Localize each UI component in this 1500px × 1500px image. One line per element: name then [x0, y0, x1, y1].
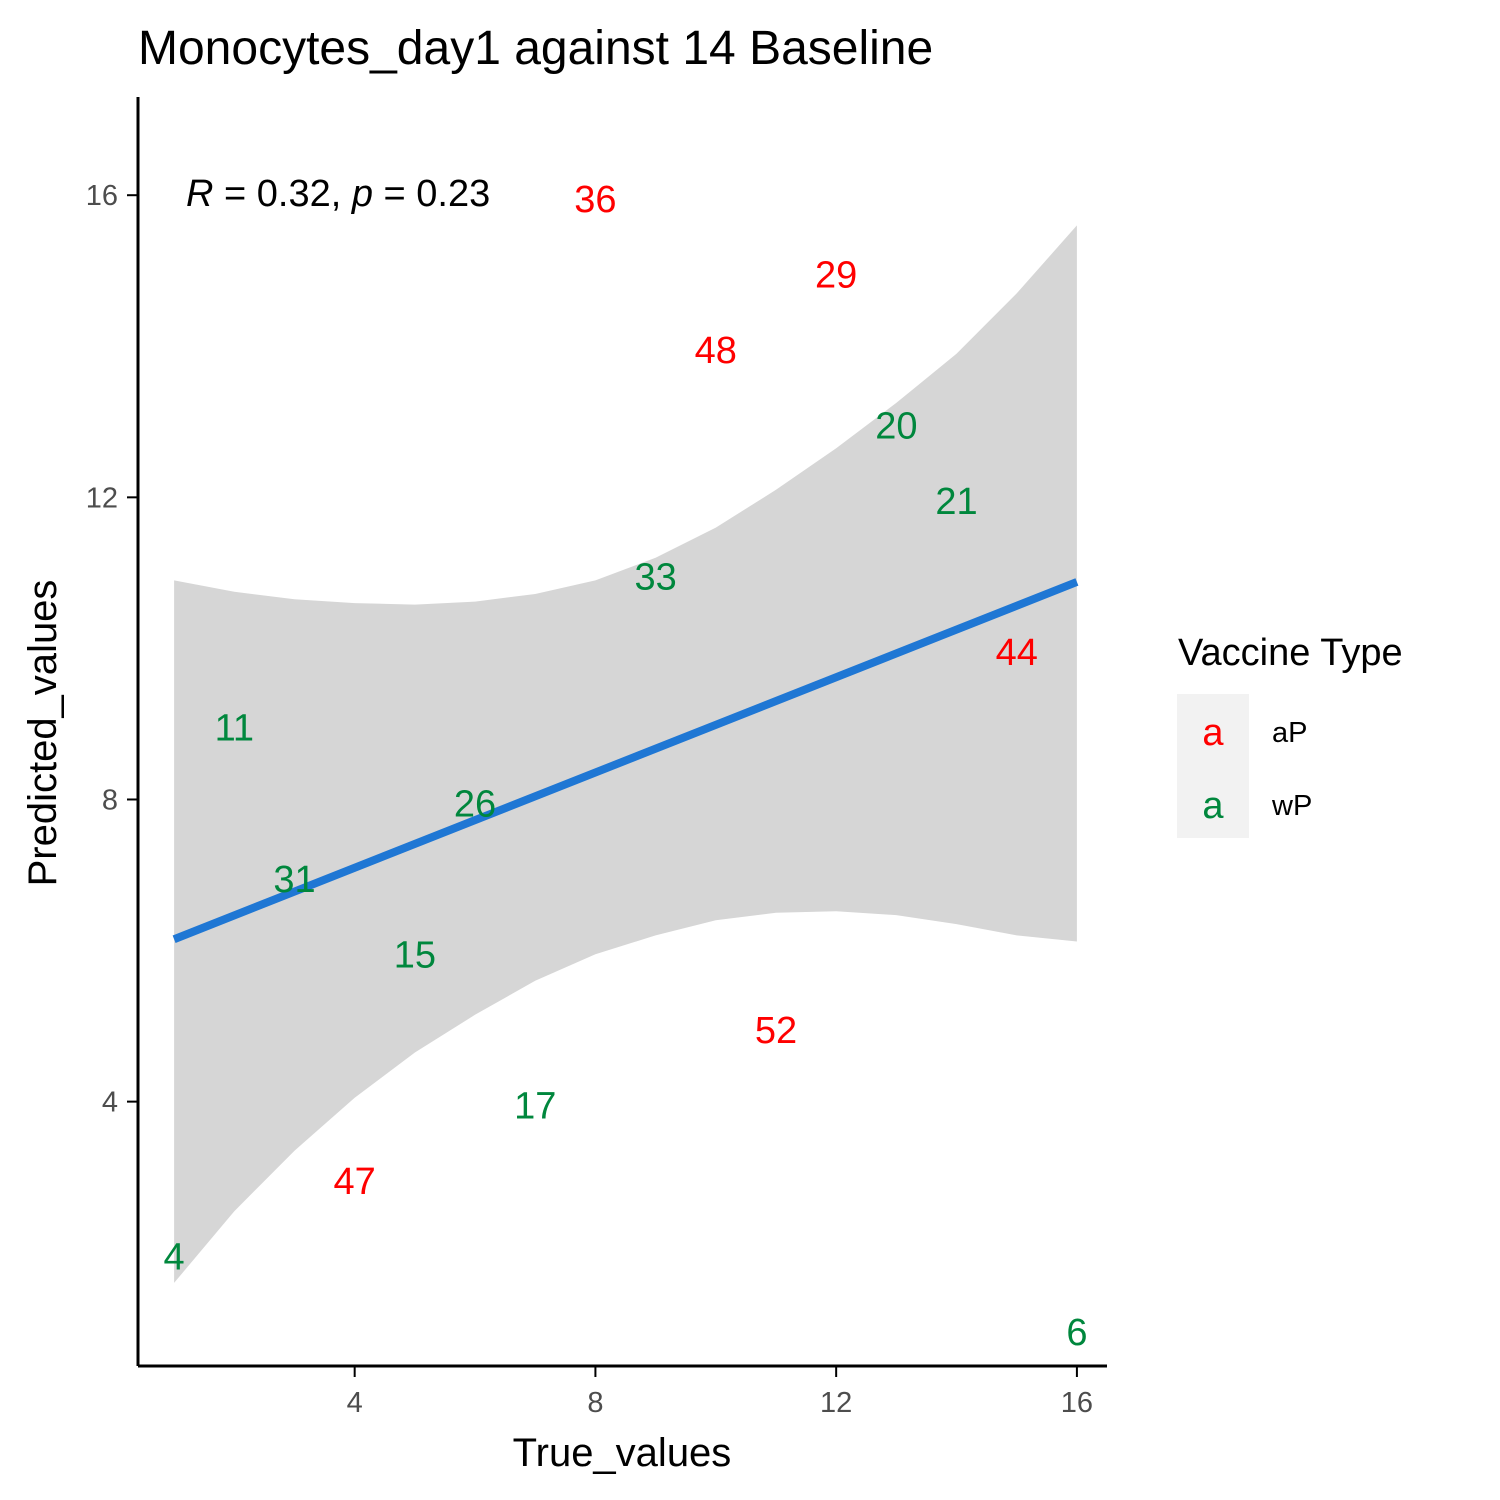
point-label-wp-6: 6	[1066, 1312, 1087, 1354]
point-label-ap-29: 29	[815, 255, 857, 297]
confidence-band	[174, 225, 1077, 1283]
point-label-ap-36: 36	[574, 179, 616, 221]
point-label-wp-15: 15	[394, 934, 436, 976]
legend: Vaccine Type a aP a wP	[1177, 632, 1403, 838]
regression-line	[172, 578, 1079, 943]
chart-title: Monocytes_day1 against 14 Baseline	[138, 22, 933, 75]
point-labels: 36 29 48 44 52 47 20 21 33 11 26 31 15 17 4 6	[164, 179, 1088, 1354]
point-label-wp-21: 21	[935, 481, 977, 523]
point-label-ap-48: 48	[695, 330, 737, 372]
point-label-ap-44: 44	[996, 632, 1038, 674]
legend-key-background	[1177, 694, 1249, 838]
p-value: = 0.23	[373, 173, 490, 215]
point-label-wp-33: 33	[634, 557, 676, 599]
r-value: = 0.32,	[213, 173, 351, 215]
y-axis-title: Predicted_values	[21, 580, 65, 887]
y-tick-label-8: 8	[102, 784, 118, 816]
y-tick-label-4: 4	[102, 1087, 118, 1119]
point-label-wp-31: 31	[273, 859, 315, 901]
x-tick-label-4: 4	[347, 1387, 363, 1419]
x-tick-label-12: 12	[820, 1387, 852, 1419]
y-tick-label-12: 12	[86, 482, 118, 514]
point-label-wp-17: 17	[514, 1085, 556, 1127]
point-label-wp-20: 20	[875, 406, 917, 448]
x-axis-ticks: 4 8 12 16	[347, 1366, 1093, 1419]
x-axis-title: True_values	[513, 1431, 732, 1475]
legend-title: Vaccine Type	[1178, 632, 1403, 674]
p-symbol: p	[351, 173, 373, 215]
correlation-annotation: R = 0.32, p = 0.23	[186, 173, 490, 215]
point-label-wp-4: 4	[164, 1236, 185, 1278]
point-label-wp-11: 11	[215, 708, 254, 750]
x-tick-label-8: 8	[587, 1387, 603, 1419]
r-symbol: R	[186, 173, 213, 215]
plot-panel: 36 29 48 44 52 47 20 21 33 11 26 31 15 17 4 6	[164, 179, 1088, 1354]
point-label-ap-52: 52	[755, 1010, 797, 1052]
legend-key-wp: a	[1202, 785, 1224, 827]
point-label-ap-47: 47	[334, 1161, 376, 1203]
point-label-wp-26: 26	[454, 783, 496, 825]
y-tick-label-16: 16	[86, 180, 118, 212]
legend-label-wp: wP	[1271, 790, 1312, 822]
y-axis-ticks: 4 8 12 16	[86, 180, 138, 1119]
x-tick-label-16: 16	[1061, 1387, 1093, 1419]
legend-key-ap: a	[1202, 712, 1224, 754]
legend-label-ap: aP	[1272, 717, 1307, 749]
